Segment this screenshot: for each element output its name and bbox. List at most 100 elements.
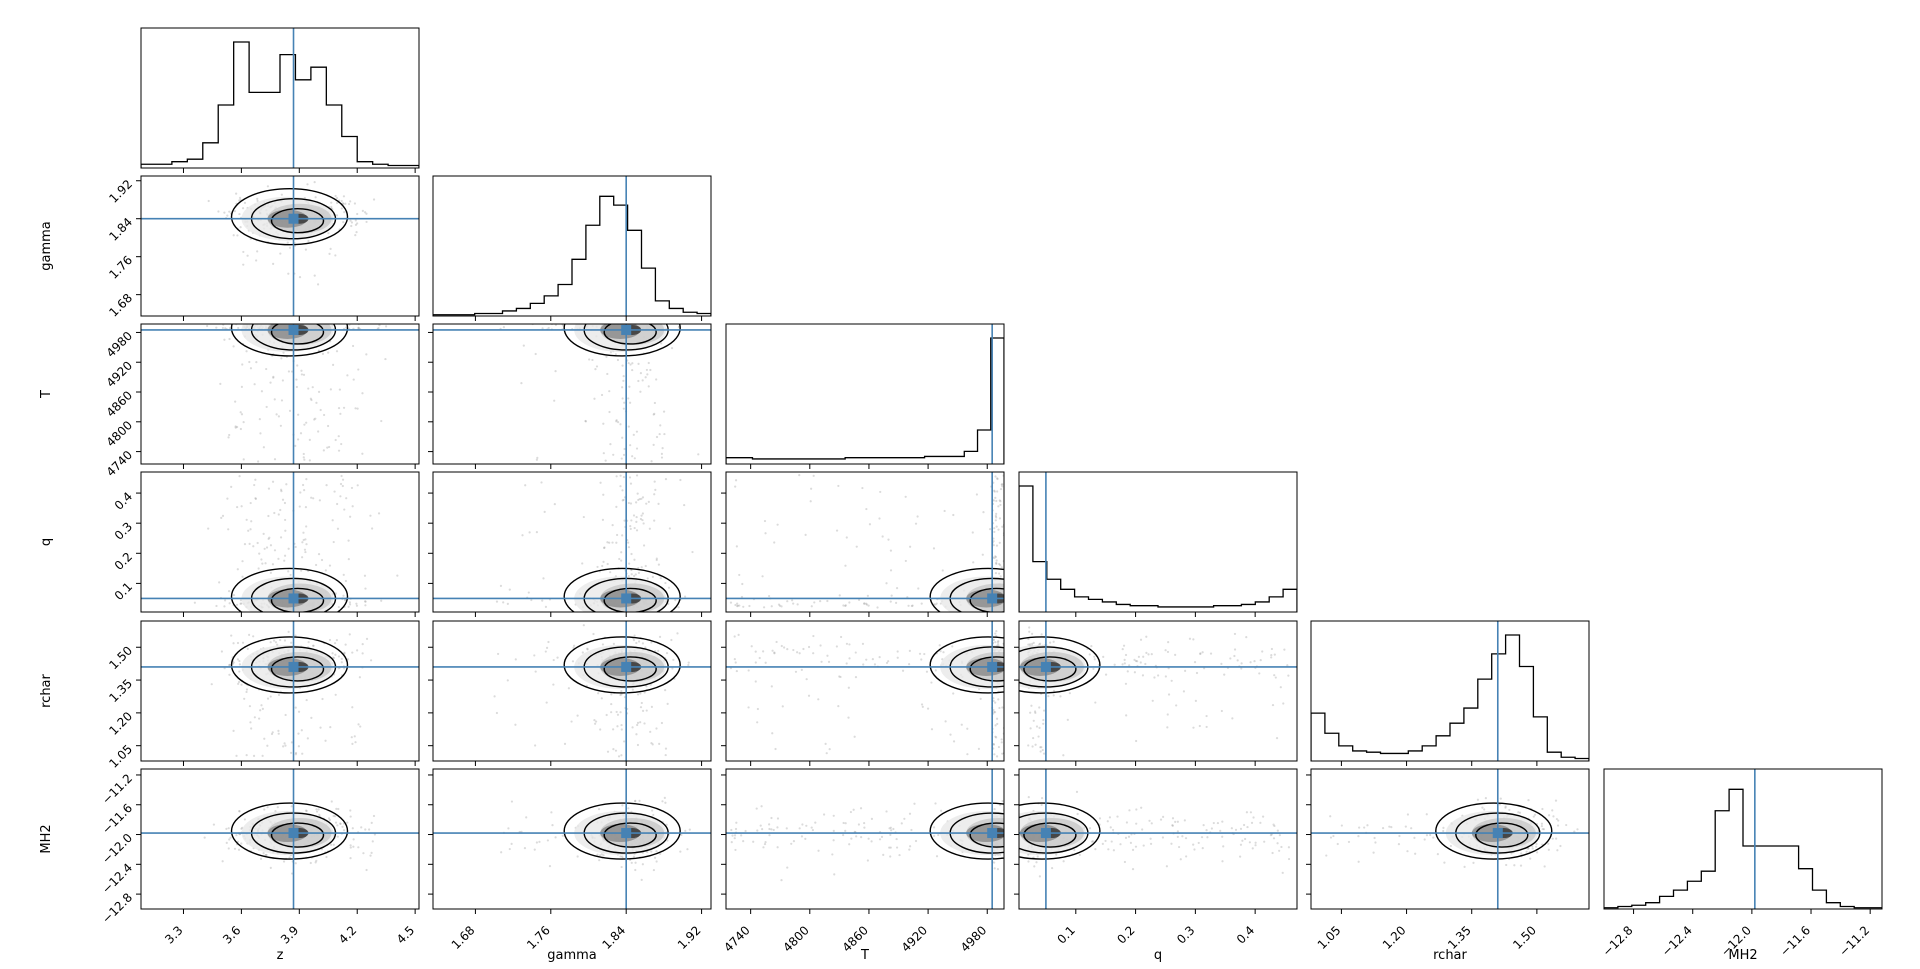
sample-point — [655, 860, 658, 863]
sample-point — [351, 827, 354, 830]
sample-point — [280, 488, 283, 491]
sample-point — [329, 726, 332, 729]
sample-point — [315, 401, 318, 404]
sample-point — [637, 362, 640, 365]
x-tick-label: 4.5 — [394, 923, 417, 946]
sample-point — [668, 527, 671, 530]
sample-point — [303, 458, 306, 461]
sample-point — [337, 435, 340, 438]
sample-point — [621, 804, 624, 807]
sample-point — [242, 250, 245, 254]
sample-point — [995, 516, 998, 519]
sample-point — [333, 642, 337, 645]
sample-point — [1527, 798, 1530, 802]
sample-point — [232, 345, 235, 348]
sample-point — [619, 855, 622, 858]
sample-point — [1037, 735, 1040, 738]
sample-point — [733, 658, 736, 661]
sample-point — [999, 575, 1002, 578]
sample-point — [1535, 845, 1538, 848]
sample-point — [508, 588, 511, 591]
sample-point — [1357, 860, 1360, 863]
sample-point — [952, 513, 955, 517]
sample-point — [609, 442, 612, 446]
sample-point — [1555, 817, 1558, 821]
sample-point — [377, 512, 381, 515]
sample-point — [276, 806, 279, 809]
contour-line — [270, 324, 325, 345]
sample-point — [618, 557, 621, 561]
sample-point — [1442, 829, 1445, 833]
sample-point — [1271, 851, 1274, 855]
sample-point — [304, 538, 307, 541]
sample-point — [1185, 855, 1188, 858]
sample-point — [1141, 828, 1144, 831]
sample-point — [1286, 664, 1289, 667]
sample-point — [272, 262, 275, 265]
sample-point — [855, 835, 858, 838]
sample-point — [592, 632, 595, 636]
sample-point — [760, 805, 763, 808]
sample-point — [510, 842, 513, 845]
sample-point — [612, 728, 615, 731]
sample-point — [837, 705, 840, 708]
y-tick-label: 4740 — [104, 448, 135, 479]
sample-point — [221, 326, 225, 330]
sample-point — [1201, 847, 1204, 850]
sample-point — [997, 528, 1000, 531]
x-tick-label: −12.8 — [1600, 923, 1636, 959]
sample-point — [236, 568, 239, 571]
sample-point — [1073, 848, 1076, 852]
sample-point — [734, 479, 738, 482]
sample-point — [1181, 835, 1184, 838]
sample-point — [761, 575, 764, 578]
sample-point — [259, 857, 263, 860]
sample-point — [239, 602, 242, 605]
sample-point — [352, 378, 355, 381]
sample-point — [599, 481, 602, 484]
sample-point — [343, 667, 346, 670]
sample-point — [825, 752, 828, 755]
sample-point — [796, 651, 799, 654]
sample-point — [540, 481, 543, 484]
sample-point — [289, 573, 292, 577]
sample-point — [1254, 844, 1257, 847]
sample-point — [659, 577, 662, 580]
sample-point — [258, 552, 261, 555]
sample-point — [635, 529, 639, 532]
sample-point — [369, 514, 372, 517]
sample-point — [290, 805, 293, 808]
sample-point — [602, 493, 605, 496]
sample-point — [802, 647, 805, 651]
sample-point — [800, 835, 804, 838]
sample-point — [396, 574, 399, 577]
sample-point — [364, 587, 367, 590]
sample-point — [1347, 840, 1351, 844]
truth-marker — [288, 324, 299, 335]
sample-point — [361, 643, 364, 646]
sample-point — [914, 522, 918, 525]
sample-point — [1280, 845, 1283, 849]
sample-point — [993, 807, 996, 811]
panel-frame — [140, 175, 420, 317]
sample-point — [541, 599, 544, 602]
sample-point — [597, 808, 601, 811]
sample-point — [975, 493, 979, 496]
sample-point — [535, 841, 538, 844]
sample-point — [266, 806, 269, 809]
sample-point — [1273, 653, 1276, 656]
sample-point — [634, 868, 637, 872]
sample-point — [920, 703, 924, 706]
sample-point — [1193, 848, 1196, 851]
sample-point — [311, 386, 314, 389]
sample-point — [298, 505, 301, 508]
x-tick-label: 3.9 — [278, 923, 301, 946]
sample-point — [767, 823, 771, 826]
sample-point — [328, 638, 332, 642]
sample-point — [351, 344, 355, 348]
sample-point — [1135, 822, 1138, 825]
sample-point — [372, 198, 376, 201]
sample-point — [333, 815, 337, 818]
sample-point — [920, 602, 923, 605]
sample-point — [331, 652, 334, 655]
